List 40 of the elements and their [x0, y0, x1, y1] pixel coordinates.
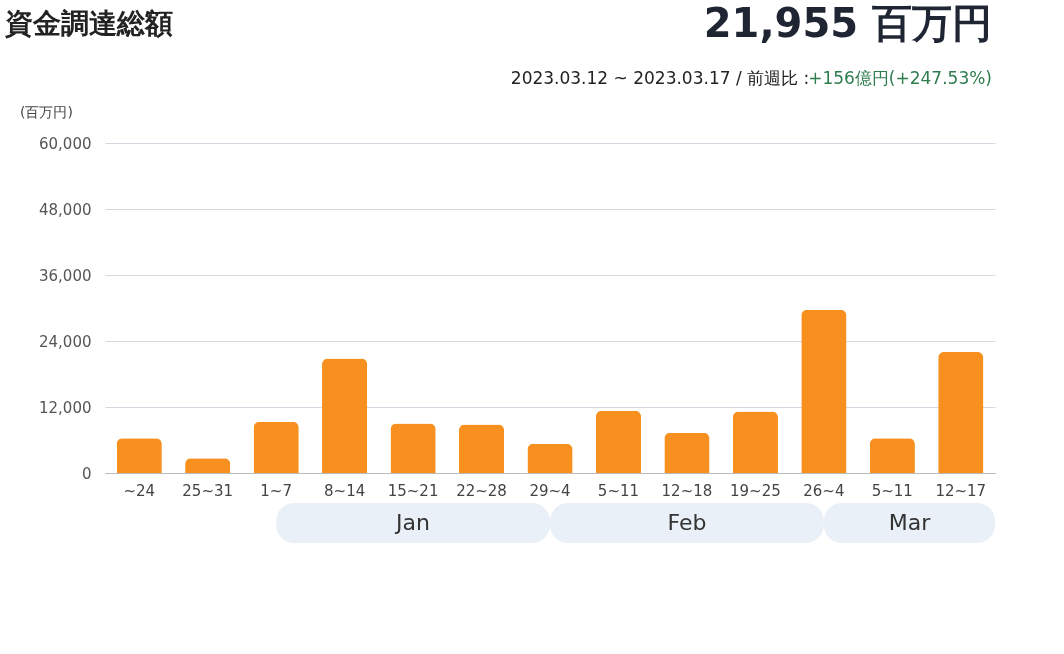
bar: [938, 352, 984, 473]
bar: [732, 411, 778, 473]
bar: [664, 432, 710, 473]
y-tick-label: 24,000: [39, 332, 92, 351]
chart-subtitle: 2023.03.12 ~ 2023.03.17 / 前週比 :: [510, 68, 810, 88]
y-tick-label: 12,000: [39, 398, 92, 417]
bar: [253, 421, 299, 473]
y-tick-label: 36,000: [39, 266, 92, 285]
x-tick-label: 1~7: [260, 481, 292, 500]
x-tick-label: ~24: [123, 481, 156, 500]
y-tick-label: 0: [81, 464, 92, 483]
y-axis-title: (百万円): [20, 104, 73, 120]
bar: [458, 424, 505, 473]
text: Feb: [667, 510, 707, 535]
x-tick-label: 22~28: [456, 481, 507, 500]
text: Mar: [888, 510, 932, 535]
x-tick-label: 5~11: [597, 481, 640, 500]
bar: [185, 458, 231, 473]
bar: [116, 438, 162, 473]
x-tick-label: 5~11: [871, 481, 913, 500]
bar: [527, 443, 573, 473]
bar: [595, 410, 642, 473]
x-tick-label: 19~25: [730, 481, 781, 500]
text: 21,955 百万円: [703, 0, 992, 46]
y-tick-label: 48,000: [39, 200, 92, 219]
x-tick-label: 12~17: [935, 481, 987, 500]
bar: [390, 423, 436, 473]
x-tick-label: 25~31: [182, 481, 234, 500]
text: +156億円(+247.53%): [808, 68, 992, 88]
bar: [869, 438, 915, 473]
x-tick-label: 26~4: [803, 481, 845, 500]
bar: [322, 358, 368, 473]
text: Jan: [394, 510, 431, 535]
x-tick-label: 8~14: [324, 481, 366, 500]
bar: [801, 309, 847, 473]
x-tick-label: 29~4: [529, 481, 571, 500]
y-tick-label: 60,000: [39, 134, 92, 153]
x-tick-label: 15~21: [387, 481, 439, 500]
chart-title: 資金調達総額: [4, 7, 173, 40]
x-tick-label: 12~18: [661, 481, 713, 500]
